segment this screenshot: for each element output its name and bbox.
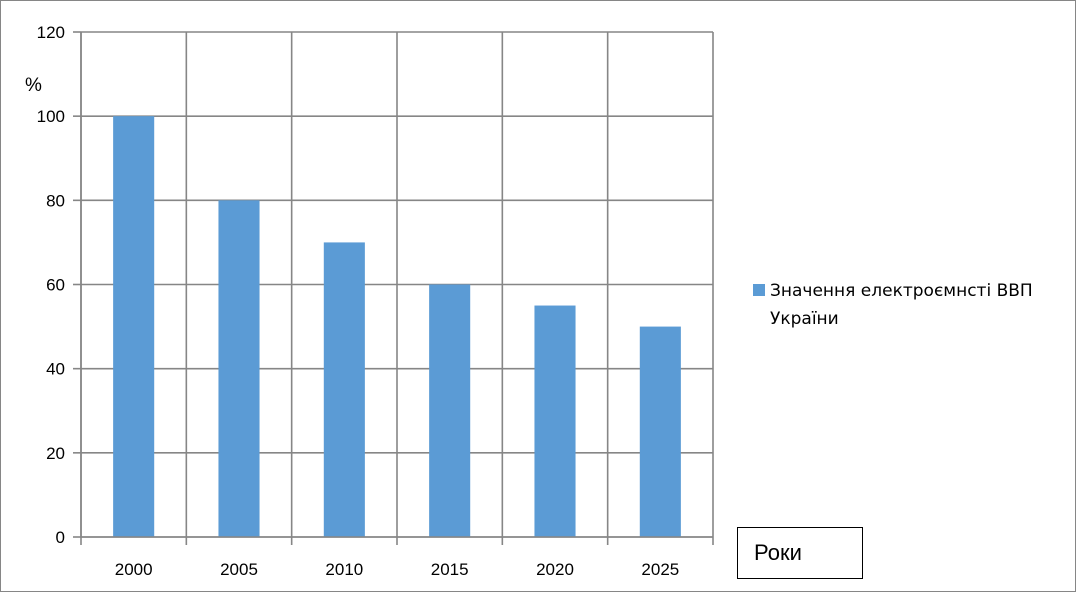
legend-swatch	[753, 284, 765, 296]
y-tick-label: 120	[37, 23, 65, 42]
x-tick-label: 2015	[431, 560, 469, 579]
y-tick-label: 80	[46, 191, 65, 210]
y-tick-label: 40	[46, 360, 65, 379]
x-tick-labels: 2000 2005 2010 2015 2020 2025	[115, 560, 679, 579]
bar	[534, 305, 576, 537]
axes	[73, 31, 714, 545]
y-tick-label: 100	[37, 107, 65, 126]
bars	[113, 116, 681, 538]
y-tick-label: 20	[46, 444, 65, 463]
bar	[113, 116, 155, 538]
bar	[429, 284, 471, 537]
bar	[639, 326, 681, 537]
y-tick-label: 0	[56, 528, 65, 547]
x-axis-label: Роки	[754, 540, 802, 565]
x-tick-label: 2000	[115, 560, 153, 579]
y-tick-labels: 0 20 40 60 80 100 120	[37, 23, 65, 547]
x-tick-label: 2005	[220, 560, 258, 579]
bar	[218, 200, 260, 538]
bar	[323, 242, 365, 537]
legend: Значення електроємнсті ВВП України	[753, 277, 1073, 333]
y-axis-label: %	[25, 75, 42, 96]
grid-lines	[80, 31, 714, 538]
legend-entry: Значення електроємнсті ВВП України	[770, 281, 1033, 329]
x-tick-label: 2025	[641, 560, 679, 579]
x-axis-label-box: Роки	[737, 527, 863, 579]
x-tick-label: 2020	[536, 560, 574, 579]
y-tick-label: 60	[46, 276, 65, 295]
x-tick-label: 2010	[325, 560, 363, 579]
